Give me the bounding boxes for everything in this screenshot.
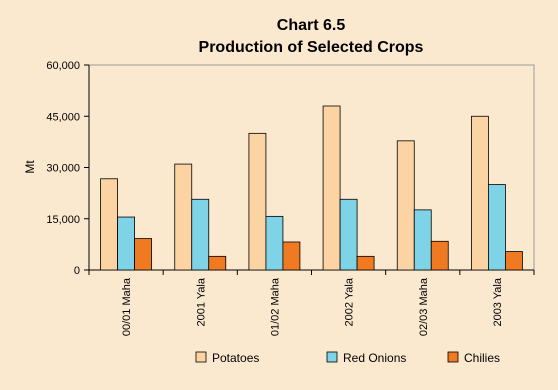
bar-potatoes	[100, 178, 118, 271]
legend-label: Potatoes	[212, 351, 259, 365]
bar-potatoes	[396, 140, 415, 271]
bar-red-onions	[265, 215, 284, 271]
y-axis-label: Mt	[23, 160, 37, 174]
x-tick-label: 00/01 Maha	[121, 277, 133, 336]
bar-chilies	[282, 241, 301, 271]
y-tick-label: 30,000	[46, 163, 80, 175]
legend-label: Chilies	[464, 351, 500, 365]
x-tick-label: 2002 Yala	[344, 277, 356, 326]
bar-chilies	[505, 251, 523, 271]
x-tick-label: 02/03 Maha	[418, 277, 430, 336]
y-tick-label: 0	[74, 265, 80, 277]
bar-red-onions	[339, 198, 358, 271]
y-tick-label: 15,000	[46, 214, 80, 226]
bar-red-onions	[413, 209, 432, 271]
chart-subtitle: Production of Selected Crops	[199, 39, 424, 56]
bar-chilies	[134, 238, 152, 271]
x-tick-label: 01/02 Maha	[269, 277, 281, 336]
bar-potatoes	[174, 163, 193, 271]
bar-red-onions	[488, 184, 506, 271]
chart-title: Chart 6.5	[277, 17, 346, 34]
bar-red-onions	[191, 198, 210, 271]
bar-chilies	[208, 255, 227, 271]
legend: Potatoes Red Onions Chilies	[195, 351, 500, 365]
legend-label: Red Onions	[343, 351, 406, 365]
x-tick-label: 2003 Yala	[492, 277, 504, 326]
legend-swatch	[447, 351, 459, 363]
legend-swatch	[195, 351, 207, 363]
plot-area: 0 15,000 30,000 45,000 60,000 00/01 Maha 2001 …	[46, 60, 535, 336]
bar-chilies	[430, 240, 449, 271]
x-tick-label: 2001 Yala	[195, 277, 207, 326]
legend-swatch	[326, 351, 338, 363]
bar-potatoes	[322, 105, 341, 271]
bar-potatoes	[471, 115, 489, 271]
y-tick-label: 45,000	[46, 111, 80, 123]
y-tick-label: 60,000	[46, 60, 80, 72]
bar-potatoes	[248, 132, 267, 271]
bar-red-onions	[117, 216, 135, 271]
bar-chilies	[356, 255, 375, 271]
